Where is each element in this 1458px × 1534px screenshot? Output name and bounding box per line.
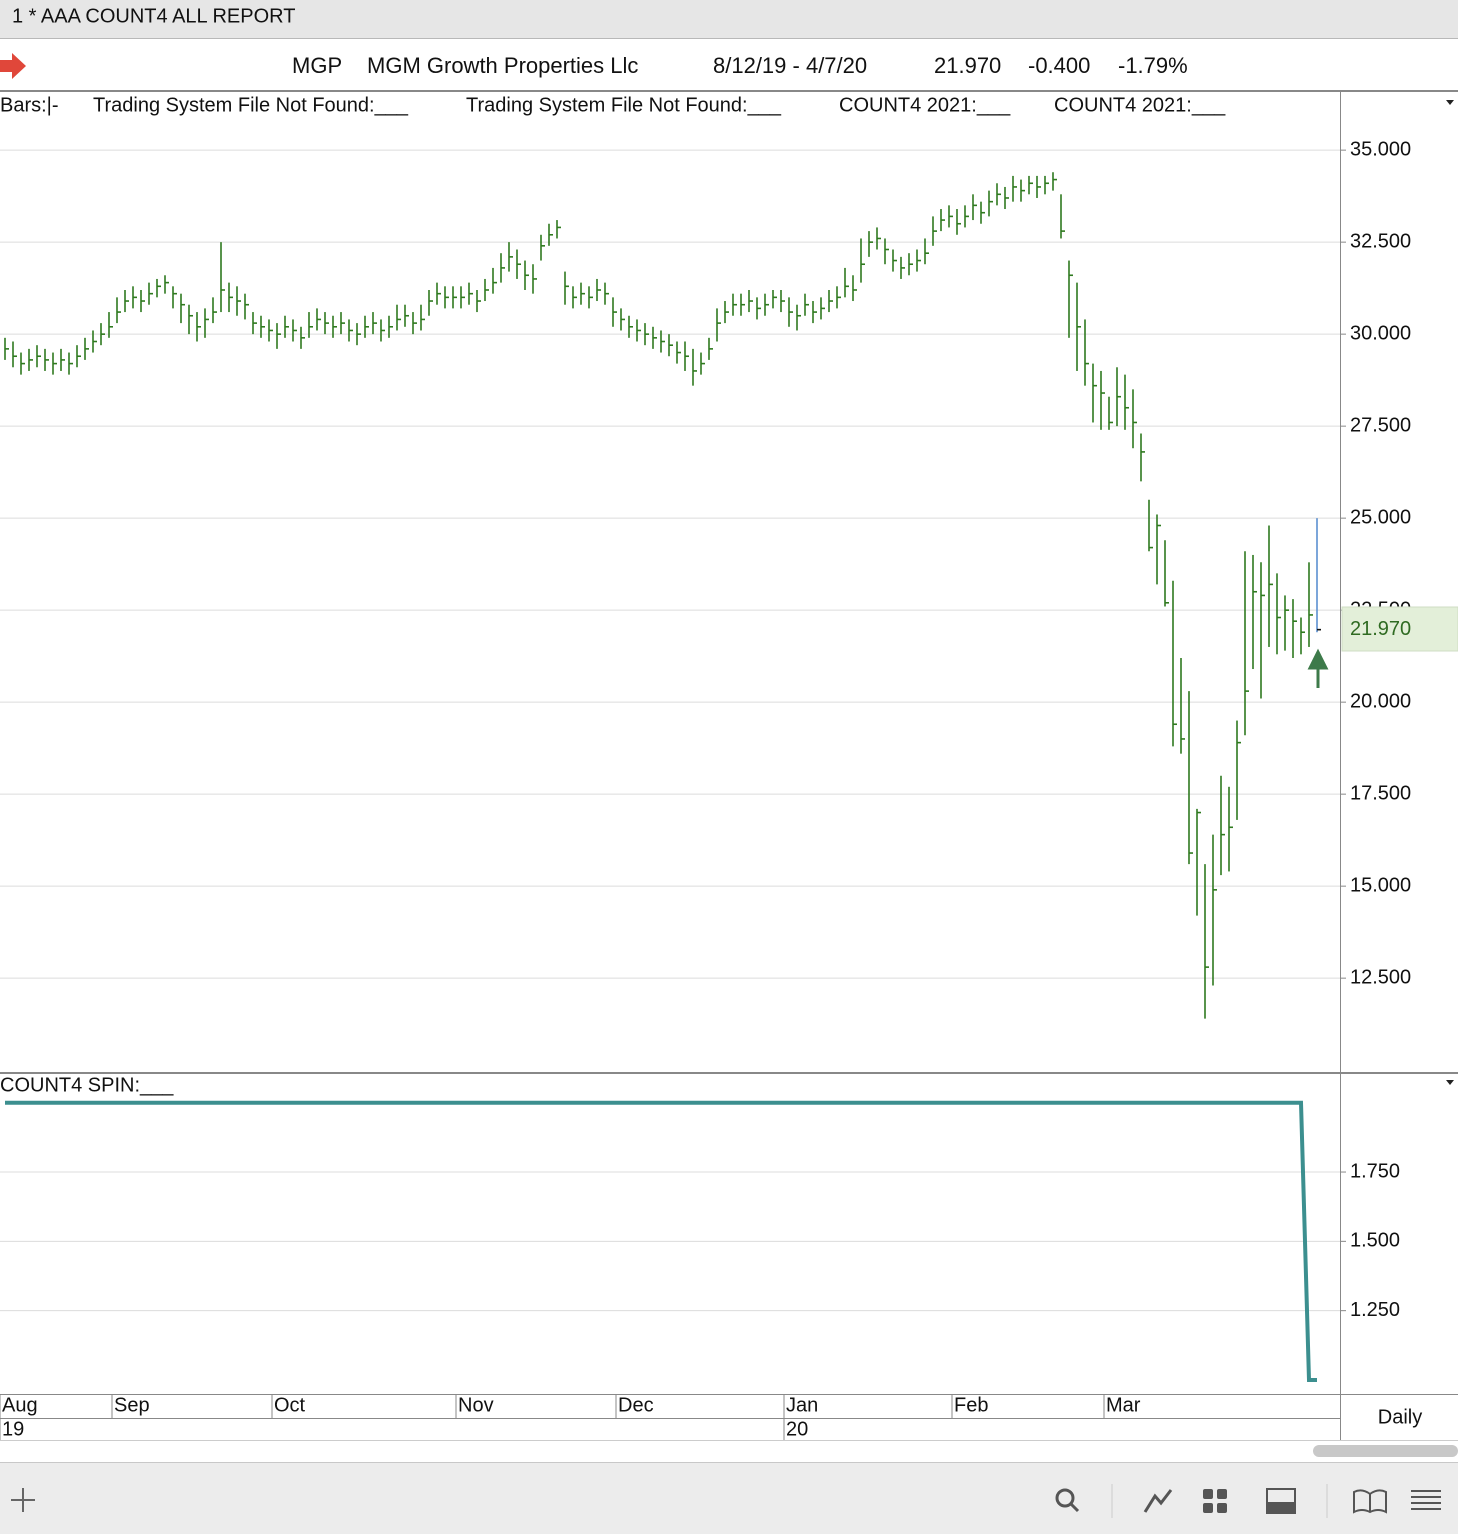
y-tick-label: 20.000 bbox=[1350, 690, 1411, 712]
x-tick-label: Aug bbox=[2, 1394, 38, 1416]
title-bar bbox=[0, 0, 1458, 38]
legend-entry: Trading System File Not Found:___ bbox=[466, 94, 782, 116]
plot-area: 12.50015.00017.50020.00022.50025.00027.5… bbox=[0, 138, 1411, 1440]
y-tick-label: 27.500 bbox=[1350, 414, 1411, 436]
scrollbar[interactable] bbox=[1313, 1445, 1458, 1457]
price-change: -0.400 bbox=[1028, 53, 1090, 78]
list-button[interactable] bbox=[1411, 1490, 1441, 1492]
symbol: MGP bbox=[292, 53, 342, 78]
x-tick-label: Oct bbox=[274, 1394, 306, 1416]
y-tick-label: 30.000 bbox=[1350, 322, 1411, 344]
overlay: 21.970 bbox=[1307, 606, 1458, 688]
x-year-label: 20 bbox=[786, 1418, 808, 1440]
pane-menu[interactable] bbox=[1446, 100, 1454, 105]
x-tick-label: Dec bbox=[618, 1394, 654, 1416]
add-button[interactable] bbox=[11, 1488, 35, 1512]
last-price-label: 21.970 bbox=[1350, 618, 1411, 640]
y-tick-label: 1.500 bbox=[1350, 1230, 1400, 1252]
last-price-box bbox=[1341, 606, 1458, 652]
y-tick-label: 32.500 bbox=[1350, 230, 1411, 252]
signal-arrow bbox=[1307, 648, 1329, 688]
legend-entry: Trading System File Not Found:___ bbox=[93, 94, 409, 116]
percent-change: -1.79% bbox=[1118, 53, 1188, 78]
y-tick-label: 17.500 bbox=[1350, 782, 1411, 804]
company-name: MGM Growth Properties Llc bbox=[367, 53, 638, 78]
last-price: 21.970 bbox=[934, 53, 1001, 78]
x-tick-label: Nov bbox=[458, 1394, 494, 1416]
y-tick-label: 15.000 bbox=[1350, 874, 1411, 896]
legend-entry: COUNT4 2021:___ bbox=[839, 94, 1011, 116]
legend-entry: Bars:|- bbox=[0, 94, 59, 116]
x-tick-label: Feb bbox=[954, 1394, 988, 1416]
layout-button[interactable] bbox=[1203, 1489, 1213, 1499]
toolbar bbox=[0, 1462, 1458, 1534]
y-tick-label: 25.000 bbox=[1350, 506, 1411, 528]
window-title: 1 * AAA COUNT4 ALL REPORT bbox=[12, 5, 295, 27]
x-tick-label: Sep bbox=[114, 1394, 150, 1416]
indicator-title: COUNT4 SPIN:___ bbox=[0, 1074, 174, 1096]
draw-button[interactable] bbox=[1143, 1489, 1173, 1513]
indicator-line bbox=[5, 1100, 1317, 1382]
x-tick-label: Mar bbox=[1106, 1394, 1141, 1416]
x-year-label: 19 bbox=[2, 1418, 24, 1440]
y-tick-label: 35.000 bbox=[1350, 138, 1411, 160]
date-range: 8/12/19 - 4/7/20 bbox=[713, 53, 867, 78]
period[interactable]: Daily bbox=[1378, 1406, 1422, 1428]
y-tick-label: 1.250 bbox=[1350, 1299, 1400, 1321]
x-tick-label: Jan bbox=[786, 1394, 818, 1416]
book-button[interactable] bbox=[1353, 1489, 1387, 1514]
pane-menu[interactable] bbox=[1446, 1080, 1454, 1085]
legend-entry: COUNT4 2021:___ bbox=[1054, 94, 1226, 116]
y-tick-label: 1.750 bbox=[1350, 1160, 1400, 1182]
y-tick-label: 12.500 bbox=[1350, 966, 1411, 988]
nav-arrow[interactable] bbox=[0, 53, 26, 79]
search-button[interactable] bbox=[1055, 1488, 1075, 1508]
